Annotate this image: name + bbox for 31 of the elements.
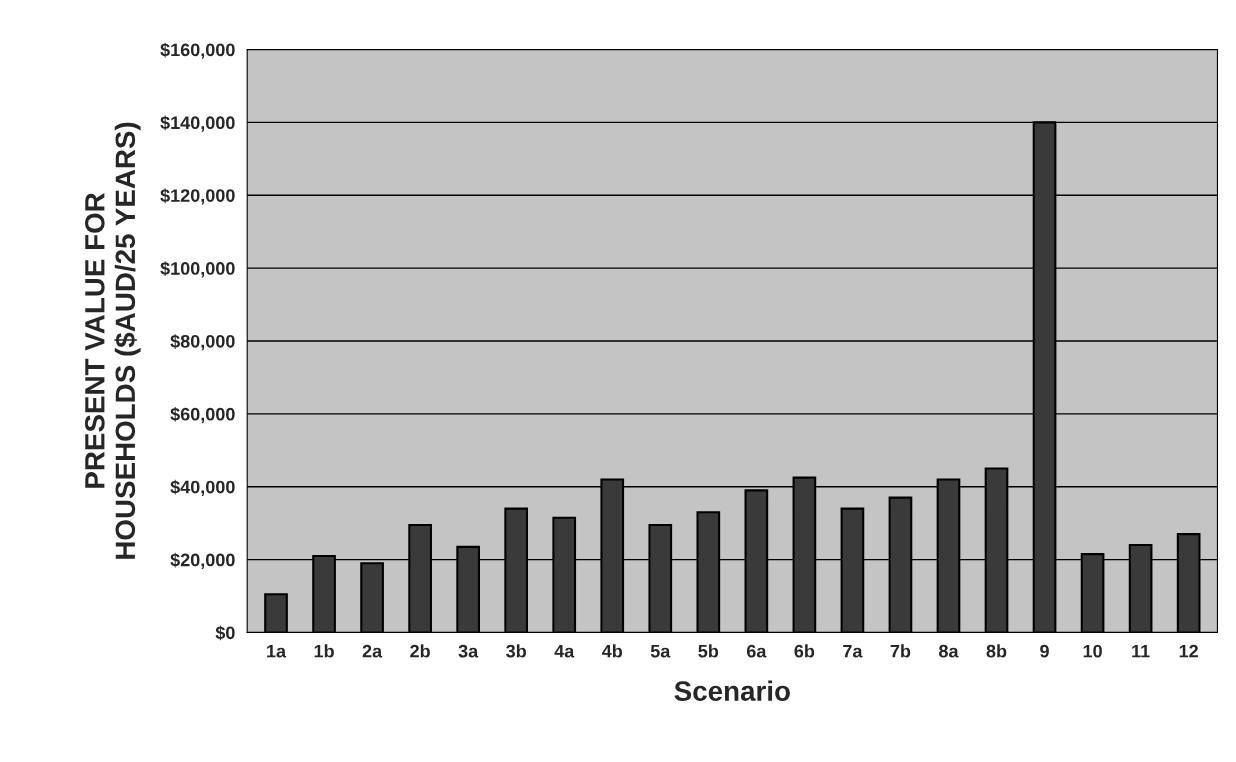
x-tick-label: 5a xyxy=(650,644,671,658)
x-tick-label: 6a xyxy=(746,644,767,658)
x-tick-label: 10 xyxy=(1083,644,1102,658)
x-tick-label: 8b xyxy=(986,644,1007,658)
y-axis-title: PRESENT VALUE FOR HOUSEHOLDS ($AUD/25 YEARS) xyxy=(84,122,141,559)
y-tick-label: $20,000 xyxy=(170,552,235,569)
x-tick-label: 1b xyxy=(314,644,334,658)
x-tick-label: 11 xyxy=(1132,644,1150,658)
y-tick-label: $80,000 xyxy=(170,334,235,351)
x-tick-label: 9 xyxy=(1040,644,1049,658)
x-tick-label: 12 xyxy=(1179,644,1198,658)
x-tick-label: 7b xyxy=(890,644,911,658)
x-tick-label: 2b xyxy=(410,644,430,658)
y-tick-label: $160,000 xyxy=(160,42,235,59)
x-tick-label: 6b xyxy=(794,644,815,658)
x-tick-label: 4b xyxy=(601,644,623,658)
y-tick-label: $0 xyxy=(215,625,235,641)
x-tick-label: 2a xyxy=(362,644,383,658)
x-tick-label: 1a xyxy=(267,644,287,658)
x-tick-label: 3b xyxy=(506,644,526,658)
y-tick-label: $120,000 xyxy=(160,188,235,205)
y-tick-label: $60,000 xyxy=(170,407,235,424)
x-tick-label: 5b xyxy=(698,644,719,658)
y-tick-label: $140,000 xyxy=(160,115,235,132)
x-tick-label: 7a xyxy=(843,644,863,658)
x-tick-label: 8a xyxy=(939,644,959,658)
y-tick-label: $40,000 xyxy=(170,479,235,497)
x-axis-title: Scenario xyxy=(674,680,790,701)
x-tick-label: 3a xyxy=(458,644,479,658)
x-tick-label: 4a xyxy=(554,644,575,658)
y-tick-label: $100,000 xyxy=(160,261,235,278)
